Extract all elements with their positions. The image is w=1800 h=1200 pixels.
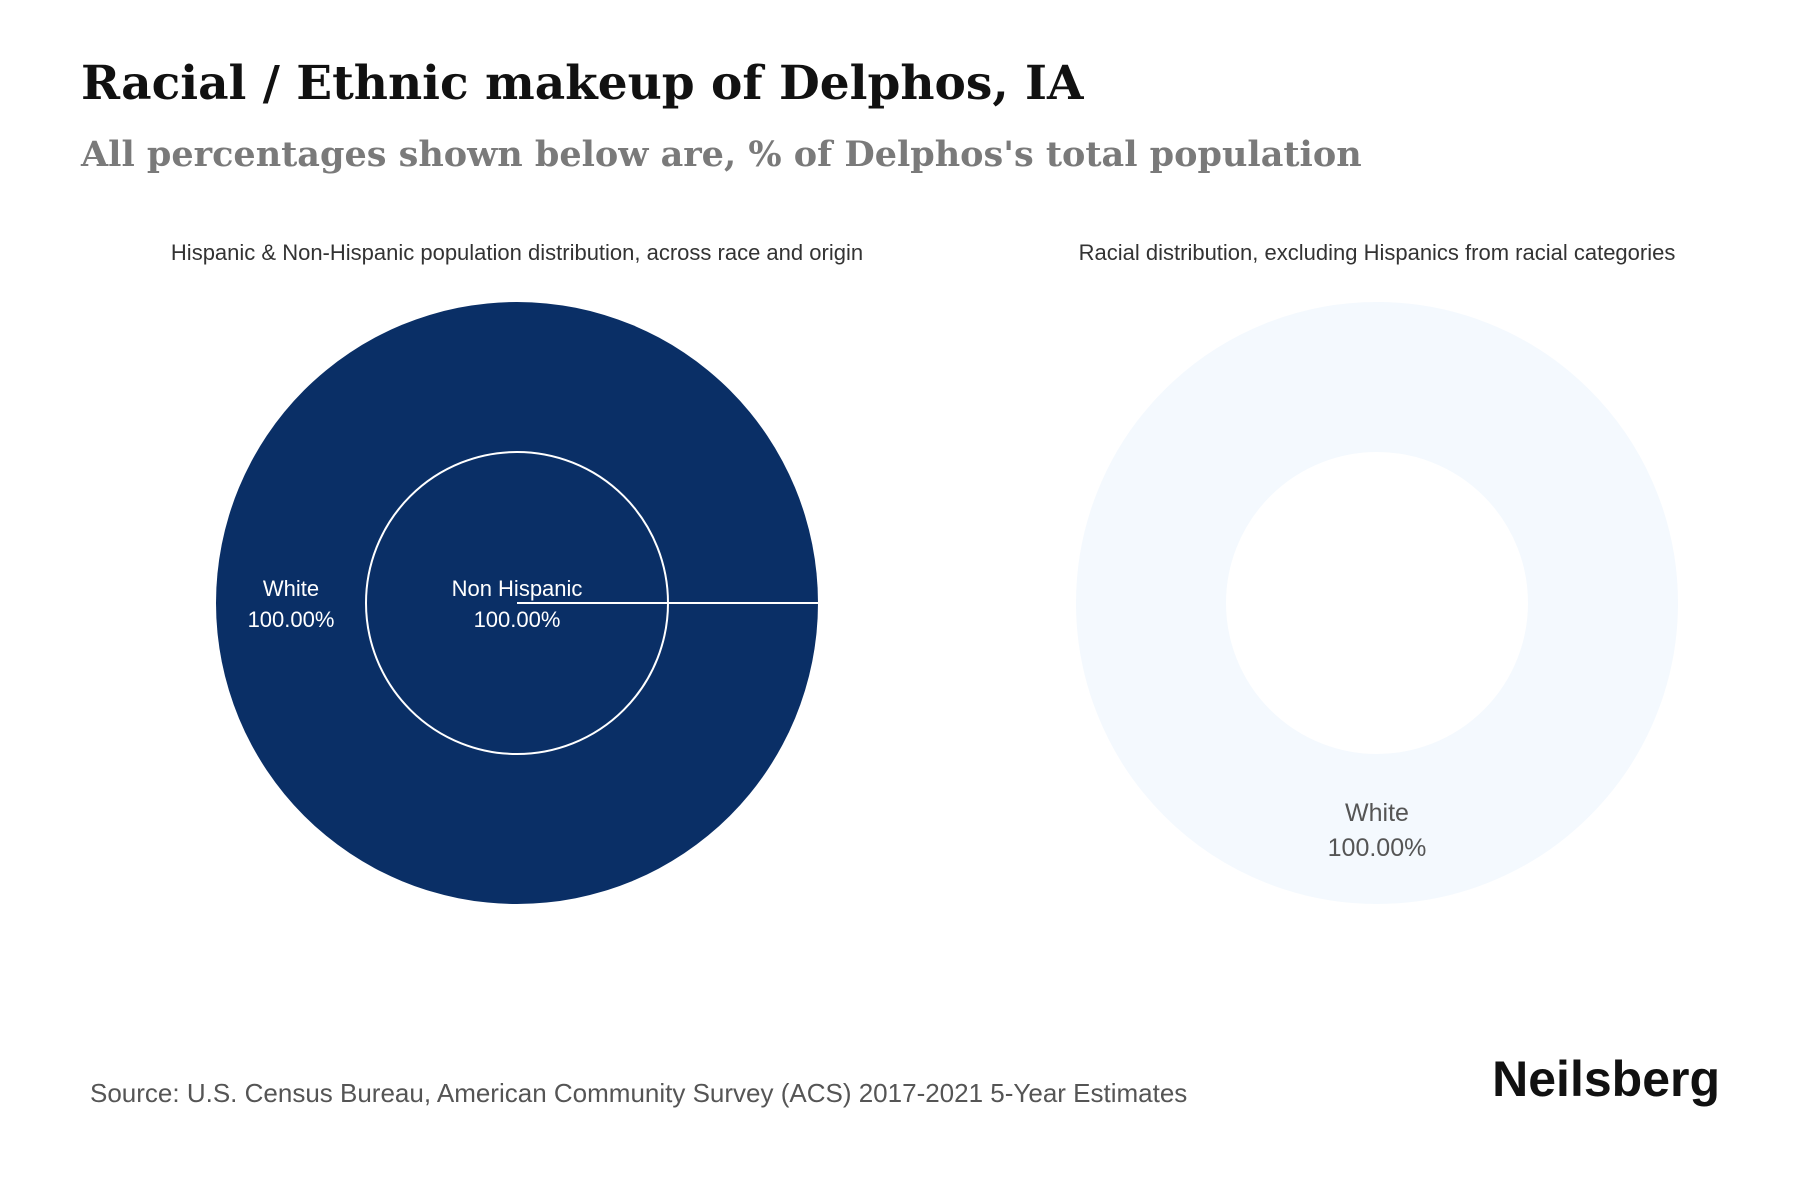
right-label-white-name: White: [1345, 799, 1409, 827]
page-subtitle: All percentages shown below are, % of De…: [81, 134, 1362, 175]
left-inner-label-non-hispanic-name: Non Hispanic: [452, 576, 583, 601]
right-chart-title: Racial distribution, excluding Hispanics…: [1079, 240, 1676, 265]
page-title: Racial / Ethnic makeup of Delphos, IA: [81, 56, 1084, 111]
left-inner-label-non-hispanic-value: 100.00%: [474, 607, 561, 632]
left-chart-title: Hispanic & Non-Hispanic population distr…: [171, 240, 863, 265]
right-label-white-value: 100.00%: [1328, 834, 1427, 862]
brand-logo[interactable]: Neilsberg: [1492, 1051, 1720, 1107]
right-donut-slice-white[interactable]: [1076, 302, 1678, 904]
source-note: Source: U.S. Census Bureau, American Com…: [90, 1078, 1188, 1108]
left-outer-label-white-name: White: [263, 576, 319, 601]
left-chart: Hispanic & Non-Hispanic population distr…: [171, 240, 863, 904]
left-outer-label-white-value: 100.00%: [248, 607, 335, 632]
right-chart: Racial distribution, excluding Hispanics…: [1076, 240, 1678, 904]
